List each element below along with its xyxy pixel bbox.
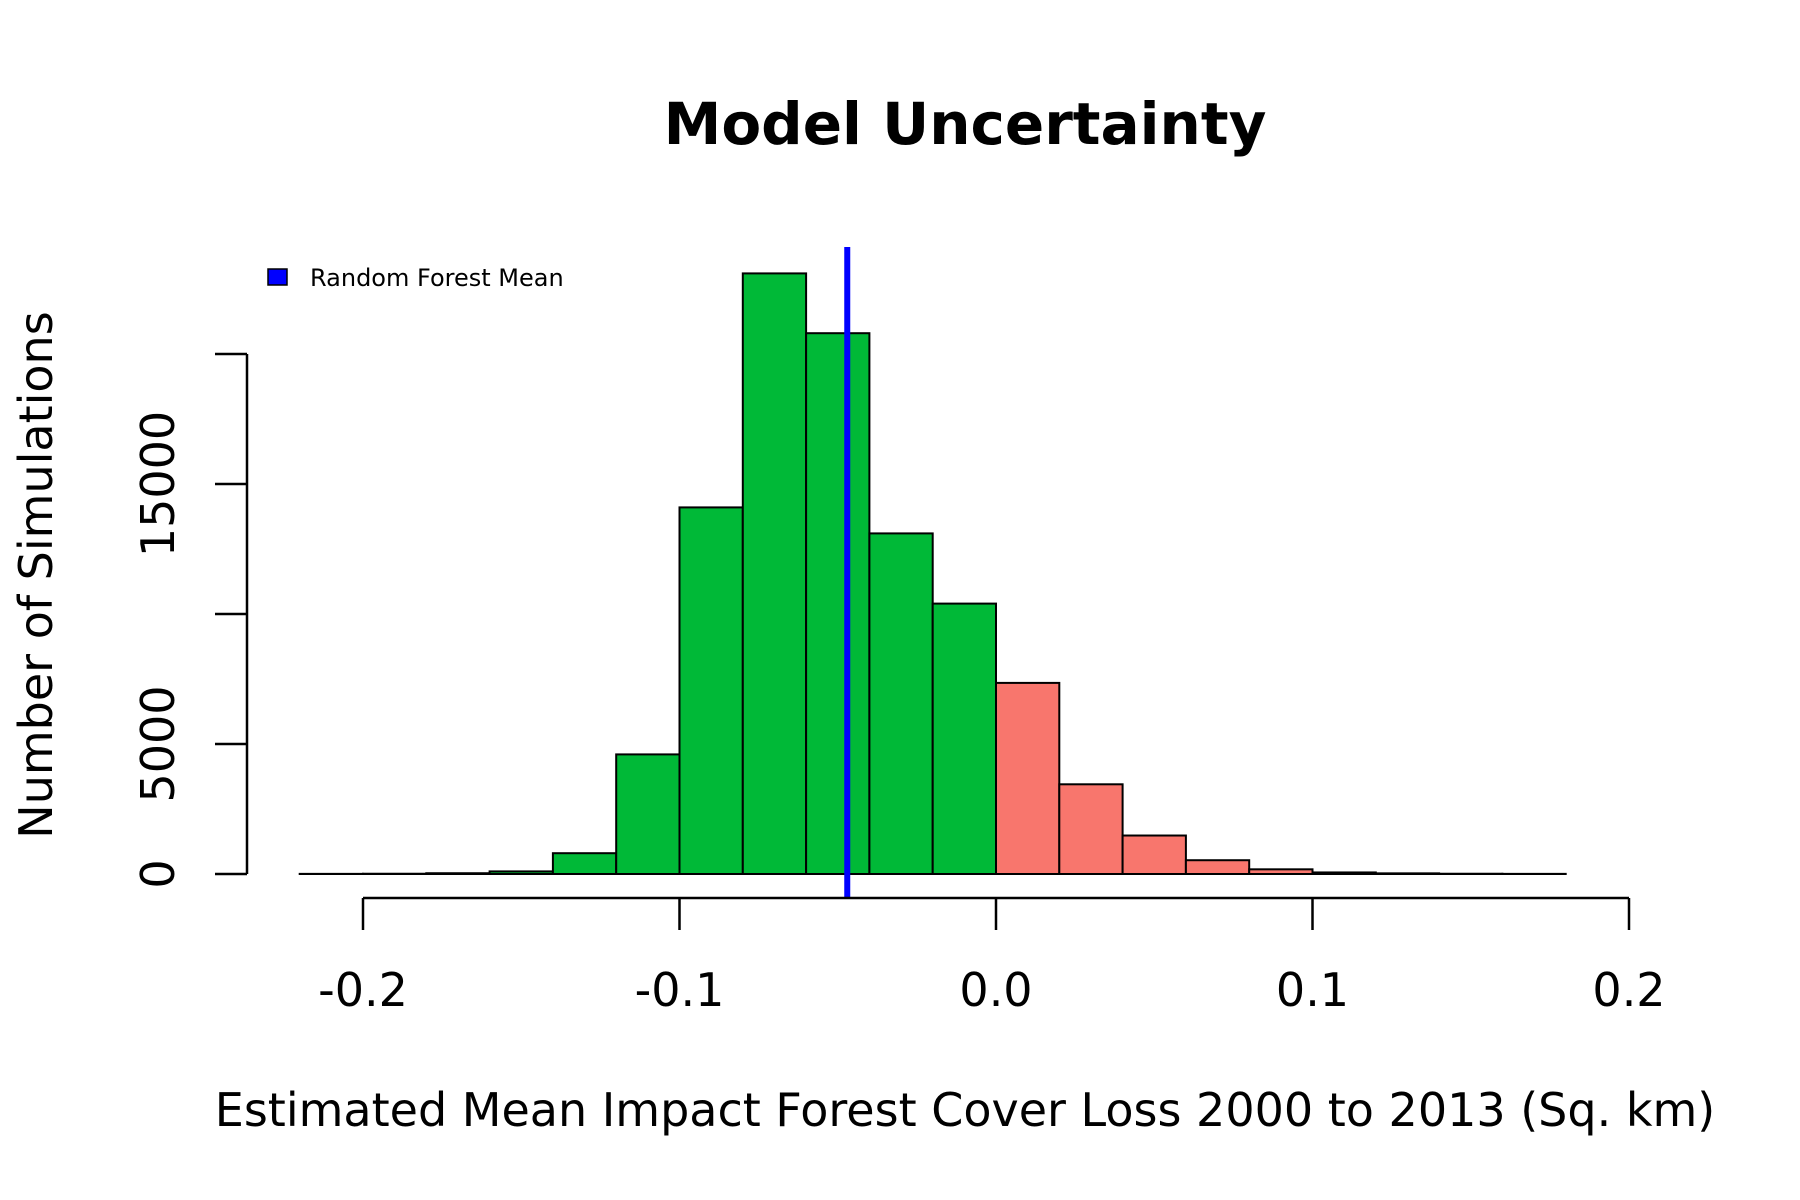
histogram-bar (1184, 859, 1251, 875)
y-tick-label: 5000 (131, 685, 185, 802)
legend: Random Forest Mean (267, 264, 564, 292)
y-tick-label: 15000 (131, 411, 185, 557)
x-tick-label: 0.0 (959, 963, 1032, 1017)
histogram-bar (425, 872, 491, 875)
histogram-bar (488, 870, 554, 876)
histogram-bar (741, 272, 808, 875)
histogram-bar (1311, 871, 1377, 876)
chart-title: Model Uncertainty (664, 90, 1267, 158)
histogram-bar (805, 332, 871, 875)
legend-swatch (267, 268, 288, 286)
histogram-bar (1374, 872, 1441, 875)
x-tick-label: 0.1 (1276, 963, 1349, 1017)
histogram-bar (868, 532, 934, 876)
x-axis: -0.2 -0.1 0.0 0.1 0.2 (318, 896, 1666, 1017)
histogram-bar (995, 681, 1061, 876)
y-axis-label: Number of Simulations (9, 311, 63, 838)
x-tick-label: -0.2 (318, 963, 408, 1017)
x-tick-label: -0.1 (635, 963, 725, 1017)
y-tick-label: 0 (131, 859, 185, 888)
histogram-bar (1248, 868, 1314, 876)
histogram-bar (551, 852, 618, 876)
histogram-bar (615, 753, 681, 876)
y-axis: 0 5000 15000 (131, 352, 249, 889)
histogram-bar (1121, 834, 1187, 876)
legend-label: Random Forest Mean (310, 264, 564, 292)
histogram-bars (298, 272, 1567, 876)
x-axis-label: Estimated Mean Impact Forest Cover Loss … (215, 1083, 1715, 1137)
histogram-bar (678, 506, 744, 875)
x-tick-label: 0.2 (1592, 963, 1665, 1017)
histogram-bar (931, 602, 998, 875)
histogram-bar (1058, 783, 1124, 875)
